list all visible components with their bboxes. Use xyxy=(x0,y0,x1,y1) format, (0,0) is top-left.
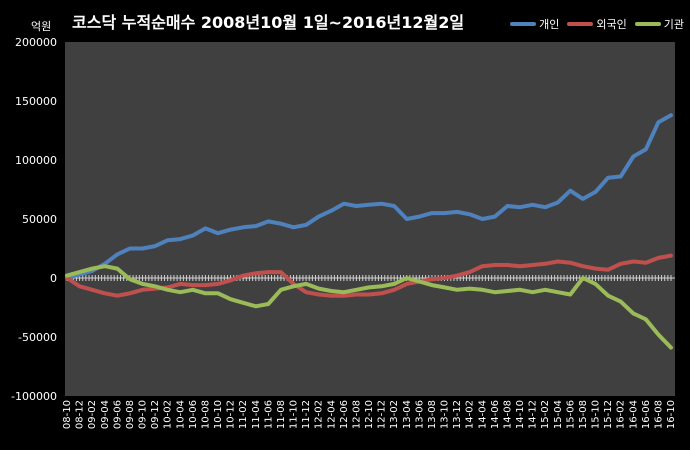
x-tick-label: 12-04 xyxy=(326,400,337,429)
x-tick-label: 14-02 xyxy=(465,400,476,429)
legend-item-institution: 기관 xyxy=(634,16,684,32)
x-tick-label: 11-10 xyxy=(289,400,300,429)
series-line-individual xyxy=(65,113,673,280)
x-tick-label: 10-02 xyxy=(163,400,174,429)
x-tick-label: 09-06 xyxy=(112,400,123,429)
legend-item-foreign: 외국인 xyxy=(567,16,627,32)
x-axis: 08-10 08-12 09-02 09-04 09-06 09-08 09-10 09-12… xyxy=(62,275,677,429)
x-tick-label: 11-08 xyxy=(276,400,287,429)
x-tick-label: 14-06 xyxy=(490,400,501,429)
y-tick-label: 100000 xyxy=(15,154,57,167)
x-tick-label: 15-12 xyxy=(603,400,614,429)
legend-label-individual: 개인 xyxy=(539,18,560,31)
x-tick-label: 09-10 xyxy=(138,400,149,429)
x-tick-label: 13-10 xyxy=(440,400,451,429)
x-tick-label: 12-06 xyxy=(339,400,350,429)
y-tick-label: 50000 xyxy=(22,213,57,226)
x-tick-label: 10-10 xyxy=(213,400,224,429)
y-tick-label: 200000 xyxy=(15,36,57,49)
x-tick-label: 15-02 xyxy=(540,400,551,429)
x-tick-label: 13-04 xyxy=(402,400,413,429)
x-tick-label: 15-10 xyxy=(591,400,602,429)
x-tick-label: 16-10 xyxy=(666,400,677,429)
y-tick-label: 150000 xyxy=(15,95,57,108)
series-lines xyxy=(65,113,673,350)
x-tick-label: 15-08 xyxy=(578,400,589,429)
x-tick-label: 14-12 xyxy=(528,400,539,429)
x-tick-label: 11-04 xyxy=(251,400,262,429)
x-tick-label: 13-02 xyxy=(389,400,400,429)
y-tick-label: -100000 xyxy=(11,390,57,403)
x-tick-label: 16-04 xyxy=(628,400,639,429)
x-tick-label: 09-12 xyxy=(150,400,161,429)
y-axis-unit-label: 억원 xyxy=(31,20,52,33)
x-tick-label: 09-04 xyxy=(100,400,111,429)
x-tick-label: 10-06 xyxy=(188,400,199,429)
chart-title: 코스닥 누적순매수 2008년10월 1일~2016년12월2일 xyxy=(72,13,465,32)
x-tick-label: 16-08 xyxy=(653,400,664,429)
x-tick-label: 14-04 xyxy=(477,400,488,429)
legend-swatch-foreign xyxy=(567,22,594,26)
x-tick-label: 14-10 xyxy=(515,400,526,429)
x-tick-label: 16-02 xyxy=(616,400,627,429)
legend-swatch-institution xyxy=(634,22,661,26)
x-tick-label: 13-08 xyxy=(427,400,438,429)
y-tick-label: 0 xyxy=(50,272,57,285)
x-tick-label: 08-12 xyxy=(75,400,86,429)
legend-label-institution: 기관 xyxy=(663,18,684,31)
x-tick-label: 13-12 xyxy=(452,400,463,429)
series-line-foreign xyxy=(65,253,673,298)
x-tick-label: 12-02 xyxy=(314,400,325,429)
y-tick-label: -50000 xyxy=(18,331,57,344)
x-tick-label: 08-10 xyxy=(62,400,73,429)
plot-area xyxy=(65,42,675,396)
x-tick-label: 09-02 xyxy=(87,400,98,429)
x-tick-label: 15-04 xyxy=(553,400,564,429)
x-tick-label: 14-08 xyxy=(502,400,513,429)
x-tick-label: 15-06 xyxy=(565,400,576,429)
x-tick-label: 11-12 xyxy=(301,400,312,429)
x-tick-label: 09-08 xyxy=(125,400,136,429)
x-tick-label: 16-06 xyxy=(641,400,652,429)
legend-label-foreign: 외국인 xyxy=(596,18,627,31)
x-tick-label: 12-12 xyxy=(377,400,388,429)
x-tick-label: 10-12 xyxy=(226,400,237,429)
x-tick-label: 13-06 xyxy=(414,400,425,429)
x-tick-label: 11-06 xyxy=(263,400,274,429)
x-tick-label: 10-04 xyxy=(175,400,186,429)
x-tick-label: 10-08 xyxy=(200,400,211,429)
legend-swatch-individual xyxy=(510,22,537,26)
legend-item-individual: 개인 xyxy=(510,16,559,32)
legend: 개인 외국인 기관 xyxy=(510,16,684,32)
y-axis: 200000 150000 100000 50000 0 -50000 -100000 xyxy=(11,36,57,403)
series-line-institution xyxy=(65,264,673,350)
x-tick-label: 11-02 xyxy=(238,400,249,429)
x-tick-label: 12-08 xyxy=(351,400,362,429)
x-tick-label: 12-10 xyxy=(364,400,375,429)
